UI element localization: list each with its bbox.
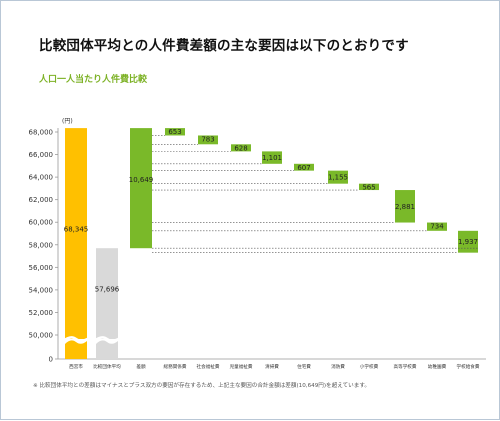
nishinomiya-total-value-label: 68,345: [64, 226, 89, 234]
y-tick-label: 64,000: [29, 174, 54, 182]
chart-title: 比較団体平均との人件費差額の主な要因は以下のとおりです: [39, 38, 409, 54]
factor-bar: [359, 183, 379, 191]
factor-value-label: 653: [168, 128, 181, 136]
chart-subtitle: 人口一人当たり人件費比較: [39, 75, 148, 85]
factor-value-label: 607: [297, 164, 310, 172]
factor-value-label: 565: [362, 184, 375, 192]
factor-bar: [294, 163, 314, 171]
comparison-average-bar: [96, 248, 118, 339]
y-tick-label: 54,000: [29, 286, 54, 294]
factor-value-label: 1,101: [262, 154, 282, 162]
category-label: 学校給食費: [457, 363, 480, 370]
y-tick-label: 62,000: [29, 196, 54, 204]
factor-value-label: 783: [201, 135, 214, 143]
factor-value-label: 628: [234, 144, 247, 152]
category-label: 高等学校費: [394, 363, 417, 370]
factor-bar: [395, 190, 415, 223]
axis-break-mark: [62, 336, 90, 343]
category-label: 住宅費: [297, 363, 311, 370]
nishinomiya-total-bar: [65, 128, 87, 339]
category-label: 小学校費: [360, 363, 379, 370]
axis-break-mark: [93, 336, 121, 343]
comparison-average-bar-base: [96, 340, 118, 359]
category-label: 消防費: [331, 363, 345, 370]
category-label: 社会福祉費: [197, 363, 220, 370]
y-tick-label: 60,000: [29, 219, 54, 227]
nishinomiya-total-bar-base: [65, 340, 87, 359]
factor-value-label: 2,881: [395, 203, 415, 211]
factor-bar: [458, 230, 478, 253]
factor-value-label: 1,155: [328, 174, 348, 182]
difference-value-label: 10,649: [129, 176, 154, 184]
y-tick-label: 56,000: [29, 264, 54, 272]
y-tick-label: 58,000: [29, 241, 54, 249]
unit-label: (円): [62, 118, 73, 125]
category-label: 幼稚園費: [428, 363, 447, 370]
y-tick-label: 0: [49, 356, 53, 364]
factor-bar: [427, 222, 447, 231]
factor-bar: [198, 135, 218, 145]
category-label: 児童福祉費: [230, 363, 253, 370]
factor-bar: [328, 170, 348, 184]
y-tick-label: 66,000: [29, 151, 54, 159]
factor-bar: [262, 151, 282, 164]
factor-bar: [165, 128, 185, 136]
y-tick-label: 68,000: [29, 129, 54, 137]
comparison-average-value-label: 57,696: [95, 286, 120, 294]
factor-value-label: 1,937: [458, 238, 478, 246]
category-label: 総務関係費: [164, 363, 187, 370]
footnote: ※ 比較団体平均との差額はマイナスとプラス双方の要因が存在するため、上記主な要因…: [33, 383, 370, 389]
category-label: 清掃費: [265, 363, 279, 370]
category-label: 比較団体平均: [93, 363, 121, 370]
y-tick-label: 52,000: [29, 309, 54, 317]
category-label: 西宮市: [69, 363, 83, 370]
category-label: 差額: [136, 363, 146, 370]
difference-bar: [130, 128, 152, 249]
factor-bar: [231, 144, 251, 152]
factor-value-label: 734: [430, 223, 444, 231]
y-tick-label: 50,000: [29, 332, 54, 340]
